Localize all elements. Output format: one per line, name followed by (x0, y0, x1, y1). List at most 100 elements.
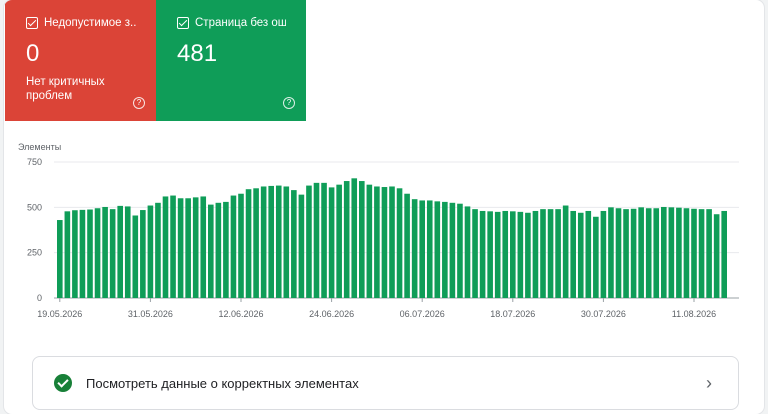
bar (64, 211, 71, 298)
bar (691, 208, 697, 298)
bar (245, 189, 252, 298)
bar (721, 210, 727, 298)
bar (479, 210, 486, 298)
check-circle-icon (54, 374, 72, 392)
bar (72, 210, 78, 298)
bar (396, 188, 403, 298)
view-valid-items-label: Посмотреть данные о корректных элементах (86, 375, 359, 391)
bar (494, 211, 501, 298)
bar (192, 197, 199, 298)
bar (653, 208, 660, 298)
bar (374, 186, 380, 298)
x-tick-label: 18.07.2026 (490, 309, 535, 319)
bar (185, 198, 191, 298)
bar (283, 186, 290, 298)
y-tick-label: 500 (27, 202, 42, 212)
bar (313, 182, 320, 298)
bar (223, 201, 229, 298)
bar (381, 187, 388, 298)
bar (200, 196, 207, 298)
bar (593, 216, 599, 298)
bar (343, 181, 350, 298)
y-tick-label: 250 (27, 248, 42, 258)
bar (389, 186, 395, 298)
bar (109, 209, 116, 298)
bar (351, 178, 358, 298)
x-tick-label: 24.06.2026 (309, 309, 354, 319)
bar (517, 211, 524, 298)
valid-items-tile[interactable]: Страница без ош... 481 ? (156, 0, 306, 121)
x-tick-label: 31.05.2026 (128, 309, 173, 319)
bar (615, 208, 622, 298)
bar (525, 212, 531, 298)
bar (336, 184, 342, 298)
bar (668, 207, 675, 298)
bar (472, 209, 478, 298)
bar (291, 190, 297, 298)
bar (442, 201, 448, 298)
invalid-items-count: 0 (26, 40, 40, 67)
checkbox-icon[interactable] (177, 17, 189, 29)
bar (253, 188, 259, 298)
view-valid-items-row[interactable]: Посмотреть данные о корректных элементах… (32, 356, 739, 410)
valid-items-header: Страница без ош... (177, 17, 286, 29)
bar (411, 199, 418, 298)
bar (215, 202, 222, 298)
bar (706, 209, 712, 298)
bar (426, 200, 433, 298)
bar (698, 209, 705, 298)
question-circle-icon[interactable]: ? (283, 97, 295, 109)
bar (623, 209, 629, 298)
bar (140, 210, 146, 298)
bar (124, 206, 131, 298)
bar (449, 202, 456, 298)
bar (570, 210, 576, 298)
bar (359, 181, 365, 298)
bar (57, 220, 63, 298)
bar (275, 185, 282, 298)
bar (434, 201, 441, 298)
y-tick-label: 750 (27, 157, 42, 167)
bar (94, 208, 101, 298)
question-circle-icon[interactable]: ? (133, 97, 145, 109)
bar (87, 209, 93, 298)
bar (464, 206, 471, 298)
valid-items-label: Страница без ош... (195, 17, 286, 29)
bar (102, 206, 108, 298)
chevron-right-icon: › (706, 372, 712, 393)
x-tick-label: 12.06.2026 (218, 309, 263, 319)
items-bar-chart: Элементы 0 250 500 750 19.05.2026 31.05.2026 12… (18, 142, 739, 319)
bar (713, 214, 720, 298)
invalid-items-tile[interactable]: Недопустимое з... 0 Нет критичных пробле… (5, 0, 156, 121)
checkbox-icon[interactable] (26, 17, 38, 29)
bar (676, 207, 682, 298)
bar (487, 211, 493, 298)
bar (510, 211, 516, 298)
bar (630, 208, 637, 298)
x-tick-label: 06.07.2026 (400, 309, 445, 319)
bar (683, 208, 690, 298)
bar (555, 209, 561, 298)
x-tick-label: 30.07.2026 (581, 309, 626, 319)
bar (298, 194, 305, 298)
bar (404, 193, 410, 298)
bar (268, 185, 274, 298)
x-tick-label: 19.05.2026 (37, 309, 82, 319)
bar (117, 205, 123, 298)
bar (532, 210, 539, 298)
bar (502, 210, 509, 298)
bar (328, 187, 335, 298)
bar (321, 182, 327, 298)
bar (238, 193, 244, 298)
x-tick-label: 11.08.2026 (672, 309, 716, 319)
bar (260, 186, 267, 298)
report-card: Недопустимое з... 0 Нет критичных пробле… (4, 0, 764, 414)
invalid-items-header: Недопустимое з... (26, 17, 136, 29)
bar (230, 195, 237, 298)
bar (457, 203, 463, 298)
bar (645, 208, 652, 298)
bar (306, 185, 312, 298)
valid-items-count: 481 (177, 40, 218, 67)
bar (155, 202, 161, 298)
bar (177, 198, 184, 298)
